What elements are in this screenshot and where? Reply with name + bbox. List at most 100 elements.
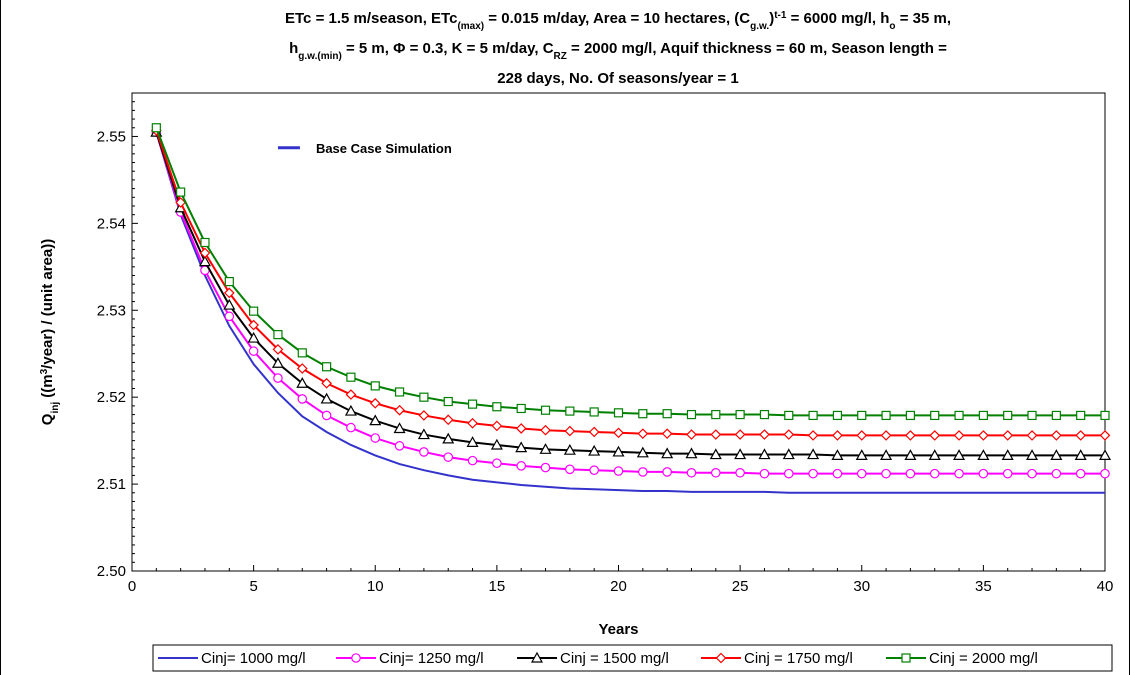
point-circle — [858, 469, 866, 477]
text-run: ETc = 1.5 m/season, ETc — [285, 10, 457, 27]
point-square — [736, 411, 744, 419]
annotation-text: Base Case Simulation — [316, 141, 452, 156]
x-tick-label: 40 — [1097, 578, 1114, 595]
point-square — [225, 278, 233, 286]
point-square — [687, 411, 695, 419]
point-circle — [785, 469, 793, 477]
point-square — [420, 393, 428, 401]
point-circle — [1101, 469, 1109, 477]
point-circle — [955, 469, 963, 477]
point-circle — [906, 469, 914, 477]
point-circle — [979, 469, 987, 477]
text-run: = 35 m, — [896, 10, 951, 27]
x-tick-label: 0 — [128, 578, 136, 595]
point-circle — [322, 411, 330, 419]
point-square — [590, 408, 598, 416]
point-circle — [639, 468, 647, 476]
text-run: 228 days, No. Of seasons/year = 1 — [497, 70, 738, 87]
point-circle — [517, 462, 525, 470]
point-square — [274, 331, 282, 339]
point-circle — [298, 395, 306, 403]
point-circle — [736, 469, 744, 477]
point-square — [493, 403, 501, 411]
point-circle — [882, 469, 890, 477]
x-tick-label: 10 — [367, 578, 384, 595]
legend-label: Cinj= 1250 mg/l — [379, 650, 484, 667]
text-run: Q — [39, 413, 56, 425]
point-square — [1052, 411, 1060, 419]
point-square — [1028, 411, 1036, 419]
point-square — [760, 411, 768, 419]
subscript: inj — [50, 402, 61, 414]
point-square — [639, 410, 647, 418]
point-circle — [347, 423, 355, 431]
point-circle — [371, 434, 379, 442]
point-circle — [274, 374, 282, 382]
point-square — [712, 411, 720, 419]
x-tick-label: 5 — [249, 578, 257, 595]
point-circle — [760, 469, 768, 477]
point-square — [902, 654, 910, 662]
point-square — [177, 188, 185, 196]
text-run: = 6000 mg/l, h — [786, 10, 889, 27]
x-tick-label: 20 — [610, 578, 627, 595]
text-run: = 0.015 m/day, Area = 10 hectares, (C — [484, 10, 750, 27]
point-circle — [712, 469, 720, 477]
text-run: /year) / (unit area)) — [39, 239, 56, 369]
x-tick-label: 30 — [853, 578, 870, 595]
point-square — [1004, 411, 1012, 419]
point-square — [663, 410, 671, 418]
superscript: t-1 — [774, 10, 787, 21]
point-circle — [468, 456, 476, 464]
point-circle — [352, 654, 360, 662]
point-circle — [541, 463, 549, 471]
point-circle — [1076, 469, 1084, 477]
point-square — [201, 238, 209, 246]
point-square — [615, 409, 623, 417]
point-circle — [663, 468, 671, 476]
x-tick-label: 35 — [975, 578, 992, 595]
point-square — [1077, 411, 1085, 419]
y-tick-label: 2.54 — [97, 215, 126, 232]
text-run: = 2000 mg/l, Aquif thickness = 60 m, Sea… — [567, 40, 947, 57]
point-square — [931, 411, 939, 419]
point-circle — [444, 453, 452, 461]
y-tick-label: 2.51 — [97, 476, 126, 493]
y-tick-label: 2.52 — [97, 389, 126, 406]
text-run: = 5 m, Φ = 0.3, K = 5 m/day, C — [342, 40, 554, 57]
subscript: g.w. — [750, 21, 769, 32]
point-square — [906, 411, 914, 419]
text-run: h — [289, 40, 298, 57]
point-square — [396, 388, 404, 396]
x-axis-title: Years — [598, 621, 638, 638]
point-square — [809, 411, 817, 419]
text-run: ((m — [39, 374, 56, 402]
point-square — [882, 411, 890, 419]
point-circle — [420, 448, 428, 456]
point-square — [323, 363, 331, 371]
point-square — [371, 382, 379, 390]
point-square — [542, 406, 550, 414]
subscript: (max) — [457, 21, 484, 32]
point-square — [517, 404, 525, 412]
point-circle — [590, 466, 598, 474]
point-square — [298, 349, 306, 357]
legend-label: Cinj = 2000 mg/l — [929, 650, 1038, 667]
point-square — [858, 411, 866, 419]
x-tick-label: 25 — [732, 578, 749, 595]
point-circle — [493, 459, 501, 467]
legend-label: Cinj = 1500 mg/l — [560, 650, 669, 667]
subscript: RZ — [554, 51, 567, 62]
point-circle — [614, 467, 622, 475]
point-square — [566, 407, 574, 415]
legend-label: Cinj= 1000 mg/l — [201, 650, 306, 667]
subscript: g.w.(min) — [298, 51, 342, 62]
point-square — [955, 411, 963, 419]
point-square — [785, 411, 793, 419]
point-circle — [249, 347, 257, 355]
legend-label: Cinj = 1750 mg/l — [744, 650, 853, 667]
point-square — [1101, 411, 1109, 419]
y-tick-label: 2.50 — [97, 563, 126, 580]
